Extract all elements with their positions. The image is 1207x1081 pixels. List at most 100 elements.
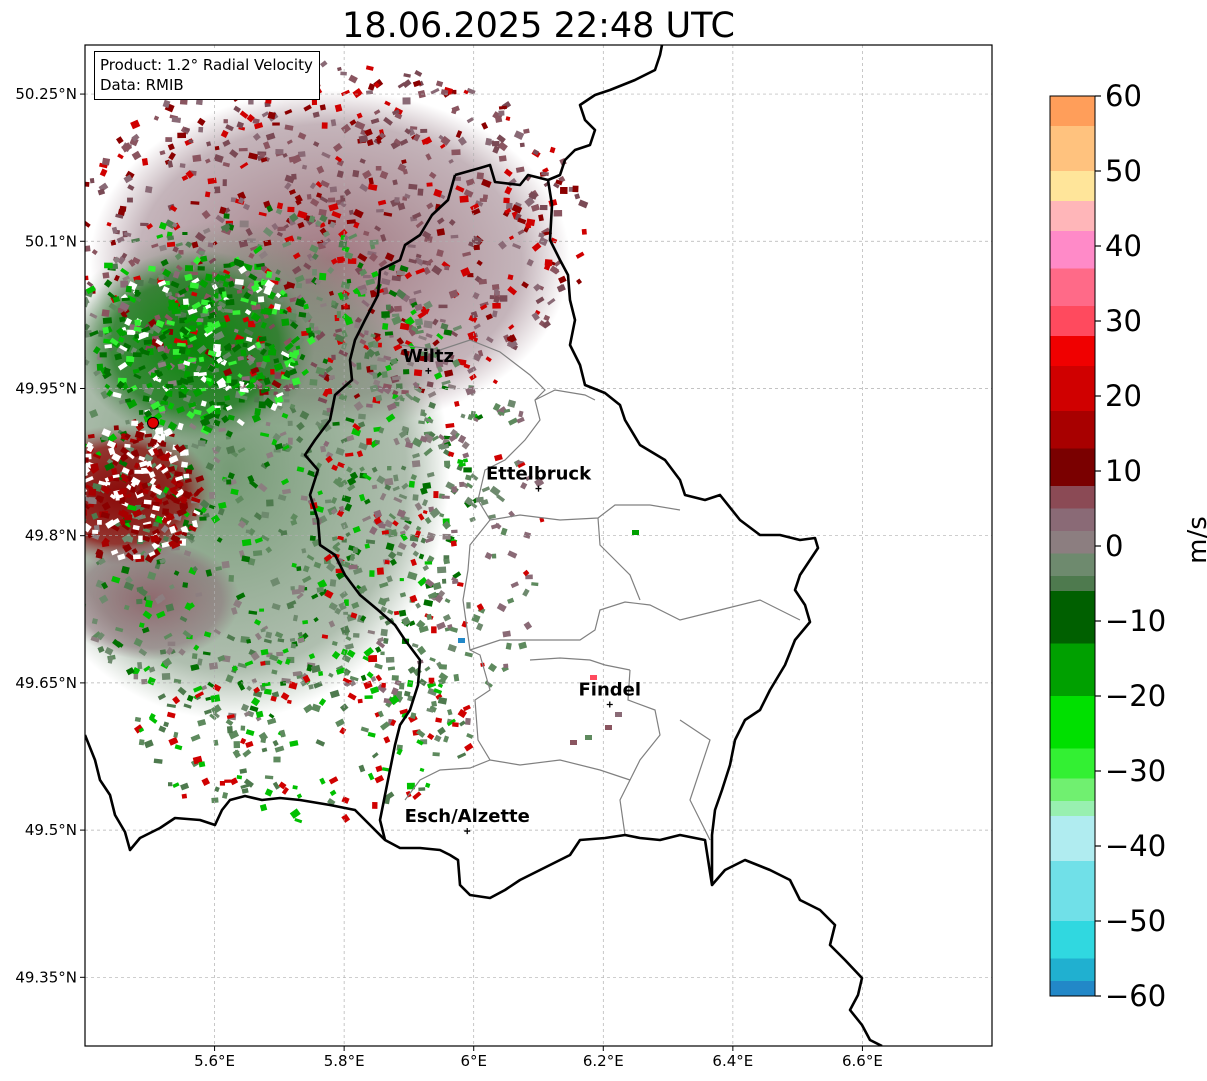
echo-pixel <box>138 535 143 542</box>
echo-pixel <box>279 729 286 738</box>
echo-pixel <box>359 158 366 164</box>
echo-pixel <box>267 111 276 120</box>
echo-pixel <box>144 599 153 608</box>
echo-pixel <box>352 423 361 432</box>
echo-pixel <box>391 675 399 681</box>
echo-pixel <box>256 262 265 268</box>
echo-pixel <box>306 664 313 672</box>
echo-pixel <box>307 469 317 478</box>
echo-pixel <box>447 383 457 390</box>
echo-pixel <box>169 485 178 492</box>
echo-pixel <box>131 420 139 427</box>
echo-pixel <box>117 361 128 371</box>
echo-pixel <box>318 671 324 677</box>
echo-pixel <box>148 713 156 721</box>
echo-pixel <box>279 431 287 437</box>
echo-pixel <box>156 233 164 239</box>
echo-pixel <box>201 209 211 220</box>
echo-pixel <box>244 660 254 667</box>
echo-pixel <box>470 311 478 319</box>
echo-pixel <box>108 447 116 456</box>
echo-pixel <box>88 503 94 508</box>
echo-pixel <box>229 379 238 386</box>
echo-pixel <box>464 742 474 752</box>
echo-pixel <box>144 332 149 338</box>
echo-pixel <box>373 509 383 519</box>
echo-pixel <box>479 304 488 311</box>
echo-pixel <box>426 471 435 478</box>
echo-pixel <box>133 637 143 647</box>
echo-pixel <box>348 209 354 215</box>
echo-pixel <box>520 481 528 490</box>
echo-pixel <box>150 462 157 469</box>
echo-pixel <box>502 630 511 638</box>
echo-pixel <box>450 330 459 338</box>
echo-pixel <box>265 421 271 427</box>
echo-pixel <box>363 646 375 657</box>
echo-pixel <box>58 438 65 445</box>
echo-pixel <box>576 278 583 285</box>
echo-pixel <box>496 602 507 613</box>
echo-pixel <box>417 513 425 521</box>
echo-pixel <box>68 552 77 560</box>
colorbar-segment <box>1050 748 1095 779</box>
echo-pixel <box>428 171 437 179</box>
echo-pixel <box>57 547 64 551</box>
echo-pixel <box>148 471 156 479</box>
echo-pixel <box>364 543 371 549</box>
echo-pixel <box>116 380 125 390</box>
echo-pixel <box>277 494 287 502</box>
echo-pixel <box>337 66 342 72</box>
echo-pixel <box>280 530 288 536</box>
echo-pixel <box>197 344 207 355</box>
echo-pixel <box>245 227 253 237</box>
colorbar-segment <box>1050 336 1095 366</box>
echo-pixel <box>152 441 160 449</box>
echo-pixel <box>204 191 211 198</box>
echo-pixel <box>361 299 370 308</box>
echo-pixel <box>459 720 466 727</box>
echo-pixel <box>306 335 316 346</box>
echo-pixel <box>148 550 156 557</box>
echo-pixel <box>132 352 142 358</box>
colorbar-tick-label: −40 <box>1105 829 1166 863</box>
echo-pixel <box>172 354 181 361</box>
echo-pixel <box>421 411 428 417</box>
echo-pixel <box>353 401 364 412</box>
echo-pixel <box>119 316 126 323</box>
echo-pixel <box>485 356 492 363</box>
echo-pixel <box>378 259 388 268</box>
echo-pixel <box>174 475 184 482</box>
echo-pixel <box>97 188 106 196</box>
echo-pixel <box>391 313 400 318</box>
echo-pixel <box>132 368 140 374</box>
echo-pixel <box>343 670 349 676</box>
echo-pixel <box>305 327 312 334</box>
echo-pixel <box>462 251 472 257</box>
lon-tick-label: 5.6°E <box>194 1052 235 1070</box>
echo-pixel <box>347 257 357 265</box>
city-label: Esch/Alzette <box>405 806 530 827</box>
echo-pixel <box>102 272 110 279</box>
echo-pixel <box>141 482 149 490</box>
echo-pixel <box>119 496 126 505</box>
echo-pixel <box>122 275 130 282</box>
echo-pixel <box>203 412 214 422</box>
echo-pixel <box>525 222 532 229</box>
echo-pixel <box>465 178 475 186</box>
echo-pixel <box>143 409 152 418</box>
echo-pixel <box>297 151 306 158</box>
echo-pixel <box>243 291 252 300</box>
echo-pixel <box>216 357 224 364</box>
echo-pixel <box>181 793 188 799</box>
echo-pixel <box>534 309 541 315</box>
echo-pixel <box>167 782 173 787</box>
echo-pixel <box>133 462 140 469</box>
echo-pixel <box>239 737 247 745</box>
echo-pixel <box>279 289 286 296</box>
echo-pixel <box>353 393 361 400</box>
echo-pixel <box>138 460 148 468</box>
echo-pixel <box>126 387 134 394</box>
echo-pixel <box>289 212 299 223</box>
echo-pixel <box>250 245 259 251</box>
